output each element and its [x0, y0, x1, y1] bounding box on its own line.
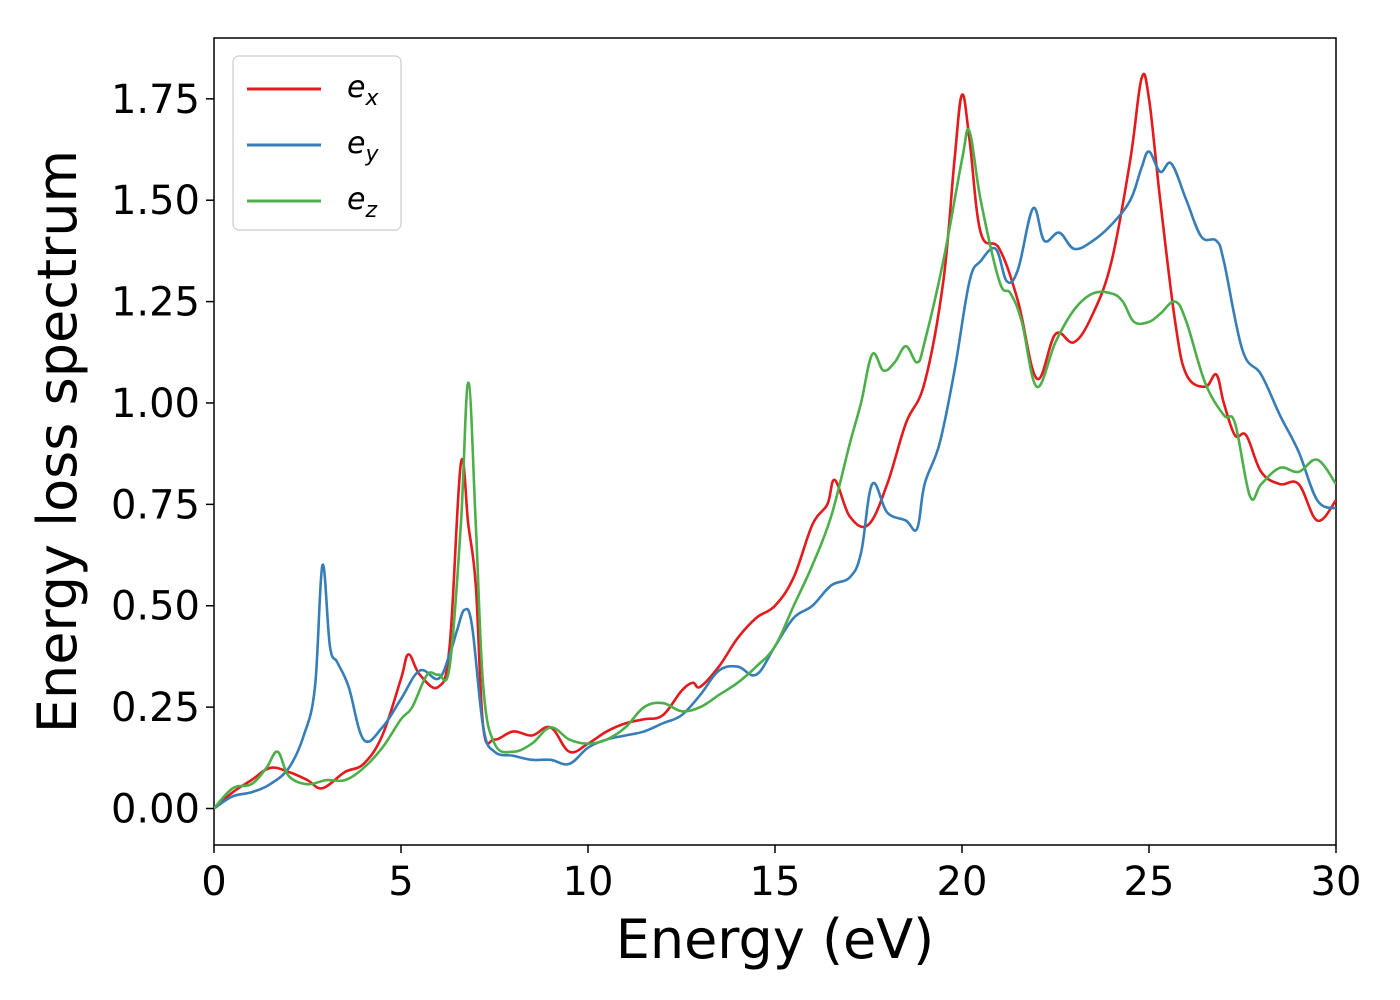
x-tick-label: 20 — [937, 859, 988, 905]
y-axis-ticks: 0.00 0.25 0.50 0.75 1.00 1.25 1.50 1.75 — [111, 77, 214, 833]
x-axis-label: Energy (eV) — [616, 908, 935, 971]
y-tick-label: 0.00 — [111, 787, 200, 833]
x-axis-ticks: 0 5 10 15 20 25 30 — [201, 845, 1361, 905]
y-tick-label: 0.50 — [111, 584, 200, 630]
series-line-ex — [214, 72, 1336, 810]
x-tick-label: 30 — [1311, 859, 1362, 905]
x-tick-label: 5 — [388, 859, 413, 905]
legend-box — [232, 55, 402, 231]
legend: ex ey ez — [232, 55, 402, 231]
y-axis-label: Energy loss spectrum — [26, 150, 89, 733]
series-lines — [214, 72, 1336, 810]
x-tick-label: 15 — [750, 859, 801, 905]
y-tick-label: 1.00 — [111, 381, 200, 427]
x-tick-label: 10 — [563, 859, 614, 905]
legend-label-ex: ex — [347, 70, 379, 111]
x-tick-label: 0 — [201, 859, 226, 905]
y-tick-label: 1.25 — [111, 280, 200, 326]
y-tick-label: 0.25 — [111, 685, 200, 731]
y-tick-label: 1.75 — [111, 77, 200, 123]
series-line-ez — [214, 128, 1336, 810]
x-tick-label: 25 — [1124, 859, 1175, 905]
legend-label-ey: ey — [347, 126, 379, 167]
y-tick-label: 1.50 — [111, 178, 200, 224]
series-line-ey — [214, 150, 1336, 810]
y-tick-label: 0.75 — [111, 482, 200, 528]
legend-label-ez: ez — [347, 182, 377, 223]
